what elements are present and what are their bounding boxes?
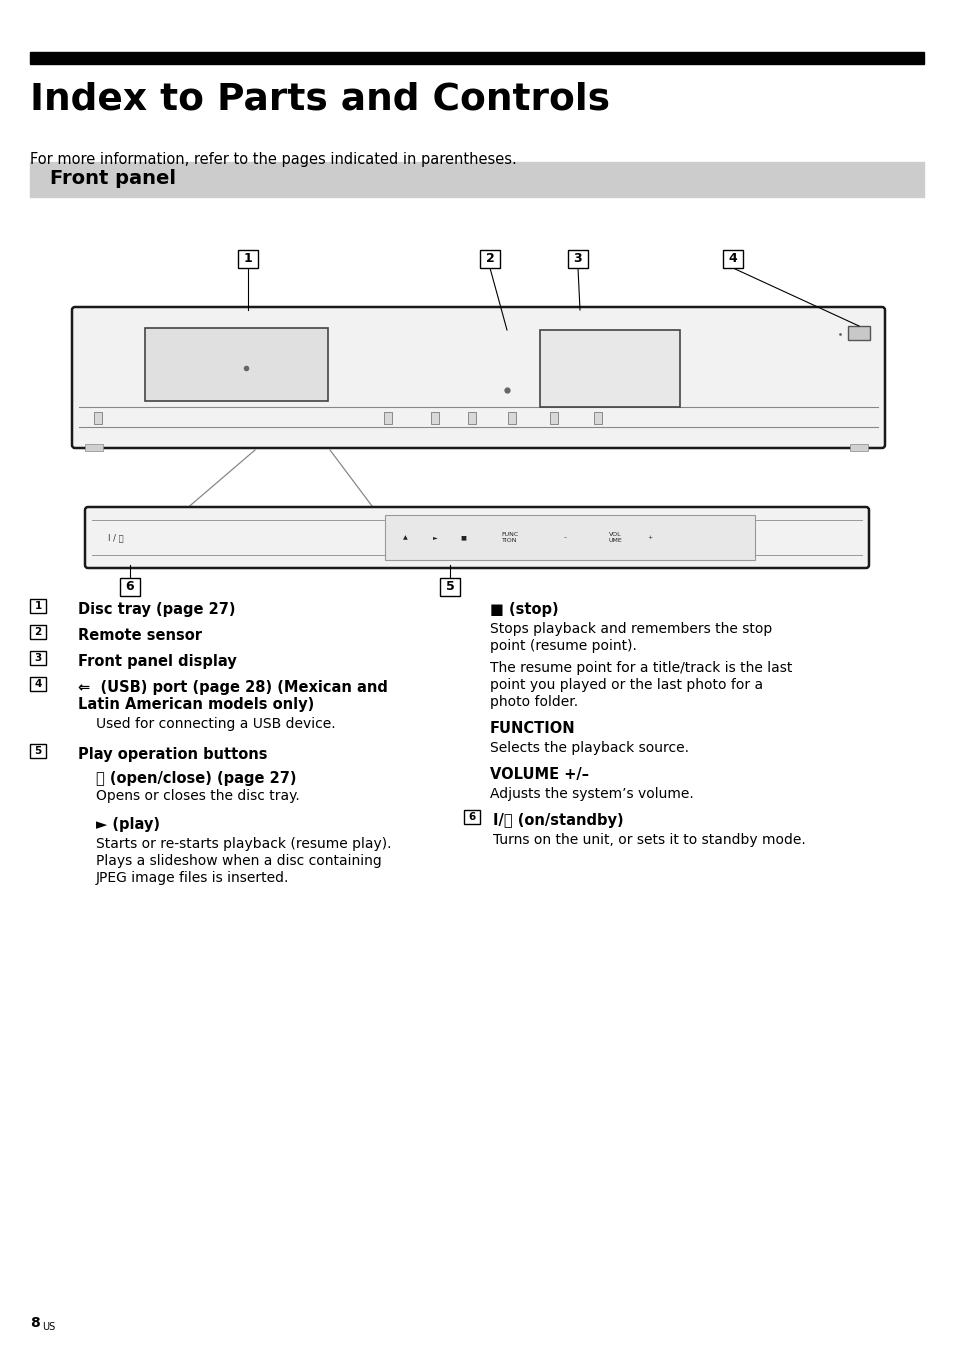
Bar [439,579,459,596]
Text: 8: 8 [30,1315,40,1330]
Text: I/⏻ (on/standby): I/⏻ (on/standby) [493,813,623,827]
Text: Starts or re-starts playback (resume play).: Starts or re-starts playback (resume pla… [96,837,391,850]
Bar [507,412,516,425]
Bar [30,652,47,665]
Bar [431,412,438,425]
FancyBboxPatch shape [85,507,868,568]
Bar [30,51,923,64]
Bar [30,162,923,197]
Text: ■: ■ [459,535,465,539]
Bar [30,599,47,612]
Text: 1: 1 [34,602,42,611]
Text: I / ⏻: I / ⏻ [108,533,124,542]
Text: The resume point for a title/track is the last: The resume point for a title/track is th… [490,661,792,675]
Text: ⏫ (open/close) (page 27): ⏫ (open/close) (page 27) [96,771,296,786]
Bar [237,250,257,268]
FancyBboxPatch shape [71,307,884,448]
Bar [847,326,869,339]
Text: 2: 2 [34,627,42,637]
Text: Disc tray (page 27): Disc tray (page 27) [78,602,235,617]
Text: +: + [647,535,652,539]
Text: 1: 1 [243,253,253,265]
Text: US: US [42,1322,55,1332]
Text: Stops playback and remembers the stop: Stops playback and remembers the stop [490,622,771,635]
Text: Latin American models only): Latin American models only) [78,698,314,713]
Bar [385,515,754,560]
Bar [849,443,867,452]
Text: ■ (stop): ■ (stop) [490,602,558,617]
Text: VOL
UME: VOL UME [607,533,621,544]
Text: FUNC
TION: FUNC TION [501,533,518,544]
Bar [384,412,392,425]
Text: FUNCTION: FUNCTION [490,721,575,735]
Text: ⇐  (USB) port (page 28) (Mexican and: ⇐ (USB) port (page 28) (Mexican and [78,680,388,695]
Text: Selects the playback source.: Selects the playback source. [490,741,688,754]
Text: Index to Parts and Controls: Index to Parts and Controls [30,82,609,118]
Text: 4: 4 [728,253,737,265]
Text: Play operation buttons: Play operation buttons [78,748,267,763]
Text: JPEG image files is inserted.: JPEG image files is inserted. [96,871,289,886]
Bar [30,626,47,638]
Text: 6: 6 [126,580,134,594]
Text: Used for connecting a USB device.: Used for connecting a USB device. [96,717,335,731]
Text: VOLUME +/–: VOLUME +/– [490,767,588,781]
Text: Opens or closes the disc tray.: Opens or closes the disc tray. [96,790,299,803]
Text: For more information, refer to the pages indicated in parentheses.: For more information, refer to the pages… [30,151,517,168]
Text: point (resume point).: point (resume point). [490,639,637,653]
Text: photo folder.: photo folder. [490,695,578,708]
Bar [463,810,480,823]
Text: 3: 3 [34,653,42,662]
Text: Front panel display: Front panel display [78,654,236,669]
Bar [468,412,476,425]
Text: –: – [563,535,566,539]
Bar [30,745,47,757]
Text: 6: 6 [468,813,476,822]
Text: 2: 2 [485,253,494,265]
Text: 3: 3 [573,253,581,265]
Text: 5: 5 [34,746,42,756]
Text: Front panel: Front panel [50,169,175,188]
Bar [722,250,742,268]
Bar [30,677,47,691]
Bar [85,443,103,452]
Text: point you played or the last photo for a: point you played or the last photo for a [490,677,762,692]
Bar [594,412,601,425]
Bar [550,412,558,425]
Text: 4: 4 [34,679,42,690]
Bar [94,412,102,425]
Bar [567,250,587,268]
Text: ► (play): ► (play) [96,817,160,831]
Bar [145,329,328,402]
Text: Remote sensor: Remote sensor [78,627,202,644]
Text: Plays a slideshow when a disc containing: Plays a slideshow when a disc containing [96,854,381,868]
Bar [479,250,499,268]
Bar [120,579,140,596]
Text: Adjusts the system’s volume.: Adjusts the system’s volume. [490,787,693,800]
Bar [539,330,679,407]
Text: Turns on the unit, or sets it to standby mode.: Turns on the unit, or sets it to standby… [493,833,805,846]
Text: ►: ► [432,535,436,539]
Text: 5: 5 [445,580,454,594]
Text: ▲: ▲ [402,535,407,539]
